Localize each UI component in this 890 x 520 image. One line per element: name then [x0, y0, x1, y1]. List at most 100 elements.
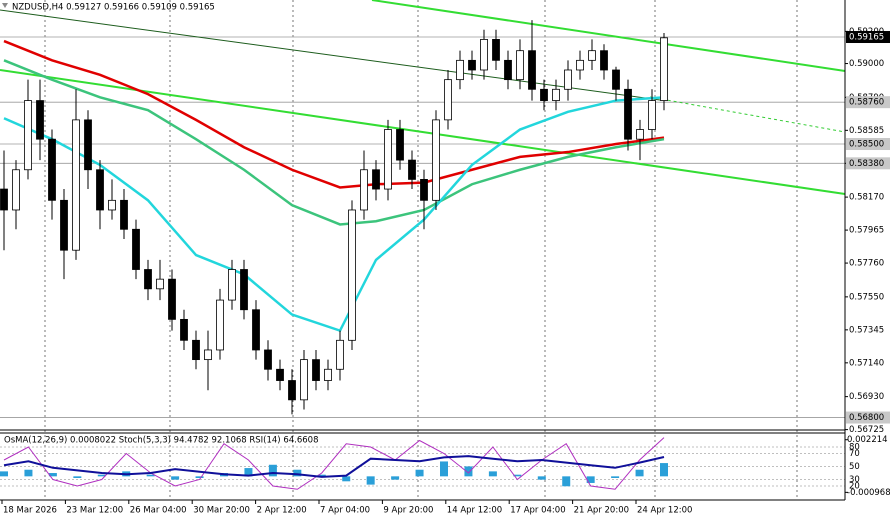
osma-bar: [562, 476, 571, 487]
osma-bar: [513, 474, 522, 477]
indicator-level-label: 50: [849, 462, 860, 472]
level-tag: [846, 157, 890, 170]
osma-bar: [0, 471, 8, 477]
candle-body: [144, 269, 152, 290]
candle-body: [396, 129, 404, 161]
x-tick-label: 14 Apr 12:00: [447, 506, 502, 516]
candle-body: [348, 209, 356, 341]
candle-body: [12, 169, 20, 211]
y-tick-label: 0.57345: [849, 325, 884, 335]
candle-body: [204, 349, 212, 361]
candle-body: [600, 50, 608, 71]
osma-bar: [660, 463, 668, 477]
candle-body: [72, 119, 80, 251]
level-tag: [846, 411, 890, 424]
indicator-window: [0, 429, 845, 490]
candle-body: [456, 59, 464, 81]
candle-body: [588, 50, 596, 61]
candle-body: [96, 169, 104, 211]
osma-bar: [366, 476, 375, 485]
level-tag: [846, 96, 890, 109]
candle-body: [384, 129, 392, 190]
y2-tick-label: -0.000968: [847, 488, 890, 498]
osma-bar: [268, 464, 277, 477]
y-tick-label: 0.58170: [849, 193, 884, 203]
osma-bar: [635, 469, 644, 477]
candle-body: [552, 88, 560, 101]
osma-bar: [195, 476, 204, 478]
candle-body: [336, 339, 344, 370]
candle-body: [168, 278, 176, 320]
indicator-level-label: 20: [849, 482, 860, 492]
y2-tick-label: 0.002214: [847, 435, 888, 445]
candle-body: [528, 50, 536, 90]
y-tick-label: 0.57760: [849, 259, 884, 269]
candle-body: [504, 59, 512, 81]
vertical-grid: [44, 0, 798, 500]
candle-body: [636, 129, 644, 140]
indicator-level-label: 70: [849, 449, 860, 459]
last-price-tag: [846, 31, 890, 44]
osma-bar: [464, 466, 473, 477]
candle-body: [540, 88, 548, 101]
chart-title: NZDUSD,H4 0.59127 0.59166 0.59109 0.5916…: [12, 3, 215, 13]
candles: [0, 20, 668, 415]
x-tick-label: 30 Mar 20:00: [193, 506, 250, 516]
candle-body: [252, 309, 260, 351]
candle-body: [324, 368, 332, 381]
x-tick-label: 9 Apr 20:00: [383, 506, 433, 516]
level-label: 0.58500: [849, 140, 884, 150]
candle-body: [132, 228, 140, 270]
osma-bar: [24, 469, 33, 477]
candle-body: [420, 179, 428, 201]
candle-body: [60, 199, 68, 251]
candle-body: [180, 318, 188, 341]
symbol-icon: [2, 3, 8, 8]
candle-body: [480, 39, 488, 71]
rsi-line: [3, 455, 665, 478]
candle-body: [444, 79, 452, 121]
y-tick-label: 0.57965: [849, 226, 884, 236]
candle-body: [108, 199, 116, 211]
candle-body: [48, 138, 56, 201]
x-tick-label: 2 Apr 12:00: [257, 506, 307, 516]
y-tick-label: 0.56725: [849, 425, 884, 435]
osma-bar: [537, 476, 546, 480]
candle-body: [468, 59, 476, 71]
y-tick-label: 0.56930: [849, 392, 884, 402]
y-tick-label: 0.58585: [849, 126, 884, 136]
x-tick-label: 21 Apr 20:00: [574, 506, 629, 516]
osma-bar: [73, 476, 82, 478]
candle-body: [216, 299, 224, 351]
osma-bar: [440, 461, 448, 477]
y-tick-label: 0.57550: [849, 292, 884, 302]
level-tag: [846, 138, 890, 151]
candle-body: [192, 339, 200, 361]
level-label: 0.58760: [849, 98, 884, 108]
level-label: 0.58380: [849, 159, 884, 169]
candle-body: [312, 359, 320, 381]
trend-line: [371, 0, 846, 72]
moving-average: [3, 59, 665, 226]
candle-body: [660, 37, 668, 101]
x-tick-label: 26 Mar 04:00: [130, 506, 187, 516]
candle-body: [432, 119, 440, 201]
osma-bar: [391, 476, 400, 480]
candle-body: [408, 159, 416, 180]
candle-body: [24, 100, 32, 171]
candle-body: [276, 368, 284, 381]
x-tick-label: 17 Apr 04:00: [510, 506, 565, 516]
candle-body: [0, 188, 8, 211]
osma-bar: [317, 474, 326, 477]
indicator-level-label: 80: [849, 443, 860, 453]
osma-bar: [97, 474, 106, 477]
candle-body: [612, 69, 620, 90]
osma-bar: [48, 473, 57, 477]
level-lines: [0, 36, 845, 418]
osma-bar: [488, 471, 497, 477]
x-tick-label: 23 Mar 12:00: [66, 506, 123, 516]
candle-body: [156, 278, 164, 290]
x-tick-label: 18 Mar 2026: [3, 506, 57, 516]
price-axis-panel: [845, 0, 890, 520]
candle-body: [120, 199, 128, 230]
